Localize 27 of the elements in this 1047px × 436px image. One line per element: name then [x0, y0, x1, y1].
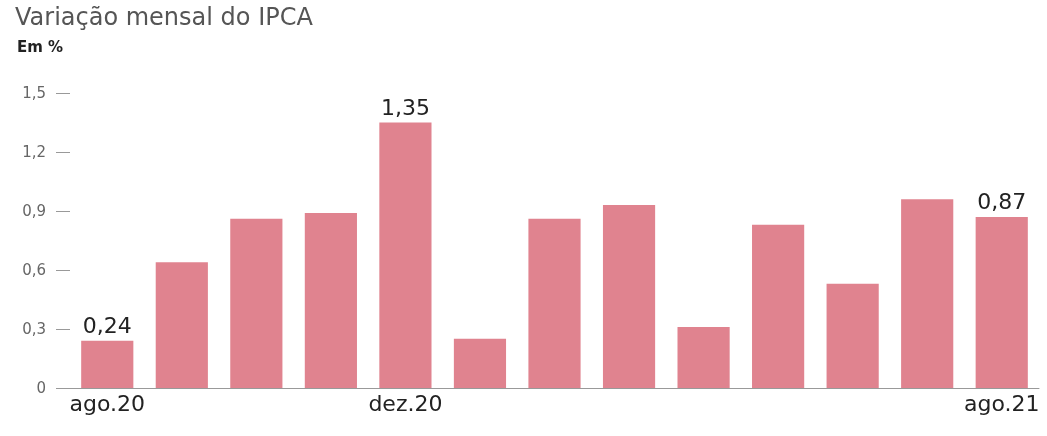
x-tick-label: ago.20	[69, 390, 146, 416]
bar	[155, 262, 208, 388]
y-axis-title: Em %	[17, 37, 64, 56]
bar	[230, 218, 283, 388]
bar	[453, 338, 507, 388]
bar	[752, 224, 805, 388]
bar	[826, 283, 879, 388]
bar	[677, 327, 730, 388]
y-tick-label: 1,5	[22, 84, 46, 102]
data-label: 0,24	[82, 313, 132, 339]
bar	[81, 340, 134, 388]
bar	[602, 205, 656, 388]
y-tick-label: 0,3	[22, 320, 46, 338]
data-label: 1,35	[380, 95, 430, 120]
y-tick-label: 0,9	[22, 202, 46, 220]
bar	[379, 122, 432, 388]
bar	[901, 199, 954, 388]
bar	[975, 216, 1028, 388]
x-tick-label: ago.21	[963, 390, 1040, 416]
y-tick-label: 0,6	[22, 261, 46, 279]
y-tick-label: 1,2	[22, 143, 46, 161]
x-tick-label: dez.20	[368, 390, 443, 416]
data-label: 0,87	[977, 189, 1027, 215]
bar	[528, 218, 581, 388]
y-tick-label: 0	[36, 379, 46, 397]
chart-title: Variação mensal do IPCA	[15, 3, 314, 31]
bar	[304, 212, 357, 388]
